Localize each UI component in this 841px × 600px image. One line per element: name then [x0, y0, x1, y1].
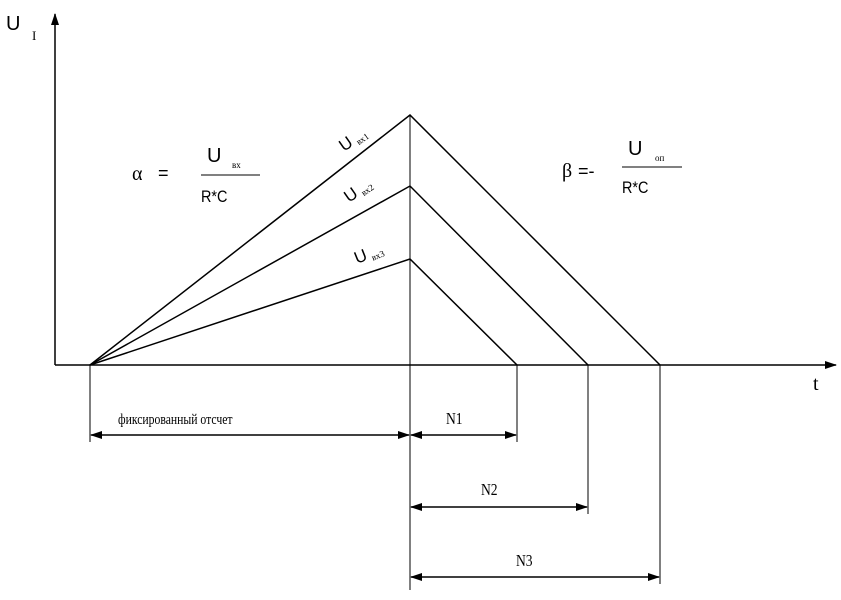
alpha-formula: α = U вх R*C [132, 145, 260, 206]
ramp-curve-1 [89, 114, 661, 366]
svg-text:вх2: вх2 [359, 182, 376, 198]
n2-label: N2 [481, 481, 498, 500]
n1-label: N1 [446, 410, 463, 429]
ramp-curve-3 [89, 258, 518, 366]
svg-text:U: U [351, 245, 370, 267]
curve-label-2: U вх2 [340, 182, 376, 207]
svg-text:U: U [340, 184, 361, 207]
y-axis-label: U [6, 13, 20, 35]
svg-text:вх1: вх1 [354, 131, 371, 147]
beta-numerator-subscript: оп [655, 153, 665, 163]
alpha-symbol: α [132, 163, 143, 185]
alpha-numerator-subscript: вх [232, 160, 241, 170]
alpha-denominator: R*C [201, 188, 227, 206]
svg-text:вх3: вх3 [370, 248, 386, 262]
curve-label-3: U вх3 [351, 245, 386, 267]
x-axis-label: t [813, 373, 819, 395]
fixed-interval-label: фиксированный отсчет [118, 411, 233, 428]
svg-text:U: U [335, 133, 356, 156]
ramp-curve-2 [89, 185, 589, 366]
y-axis-label-subscript: I [32, 28, 36, 43]
beta-operator: =- [578, 161, 595, 181]
beta-denominator: R*C [622, 179, 648, 197]
beta-symbol: β [562, 160, 572, 182]
alpha-operator: = [158, 163, 169, 183]
beta-numerator: U [628, 138, 642, 160]
curve-label-1: U вх1 [335, 131, 371, 156]
alpha-numerator: U [207, 145, 221, 167]
beta-formula: β =- U оп R*C [562, 138, 682, 197]
n3-label: N3 [516, 552, 533, 571]
